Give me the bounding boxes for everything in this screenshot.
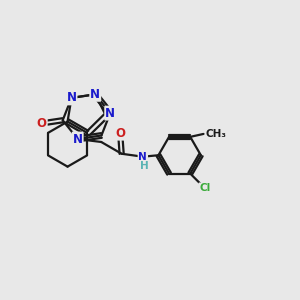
Text: N: N [105,106,115,120]
Text: CH₃: CH₃ [206,129,227,139]
Text: H: H [140,161,149,171]
Text: Cl: Cl [199,183,211,193]
Text: O: O [115,127,125,140]
Text: O: O [37,117,47,130]
Text: N: N [73,133,83,146]
Text: N: N [139,152,147,162]
Text: N: N [67,92,76,104]
Text: N: N [90,88,100,101]
